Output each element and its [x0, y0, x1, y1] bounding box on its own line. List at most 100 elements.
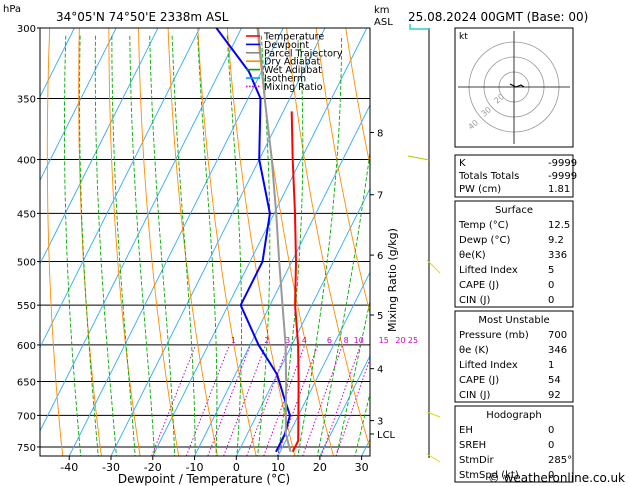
temperature-tick-label: -30 — [102, 461, 120, 474]
wind-barb-column — [407, 24, 441, 463]
mixing-ratio-label: 8 — [344, 336, 349, 345]
stats-section-title: Most Unstable — [478, 315, 549, 326]
wet-adiabat-line — [257, 35, 271, 456]
stat-value: 0 — [548, 280, 554, 291]
stat-value: 0 — [548, 440, 554, 451]
wet-adiabat-line — [226, 35, 242, 456]
stats-table: K -9999 Totals Totals -9999 PW (cm) 1.81 Surfa… — [454, 154, 577, 483]
pressure-unit-label: hPa — [3, 4, 21, 15]
dry-adiabat-line — [226, 28, 296, 456]
wet-adiabat-line — [316, 149, 370, 456]
stats-section-box — [454, 200, 574, 308]
height-unit-label: km — [374, 5, 390, 16]
mixing-ratio-labels: 1 2 3 4 6 8 10 15 20 25 — [231, 336, 418, 345]
mixing-ratio-label: 3 — [285, 336, 290, 345]
temperature-axis: -40 -30 -20 -10 0 10 20 30 — [60, 456, 369, 474]
pressure-tick-label: 400 — [17, 156, 36, 167]
isotherm-line — [40, 28, 117, 182]
mixing-ratio-label: 15 — [379, 336, 389, 345]
pressure-tick-label: 550 — [17, 301, 36, 312]
height-tick-label: 5 — [377, 311, 383, 322]
temperature-tick-label: 10 — [271, 461, 285, 474]
isotherm-line — [194, 104, 370, 456]
stat-value: 346 — [548, 345, 567, 356]
pressure-tick-label: 450 — [17, 209, 36, 220]
copyright-text: © weatheronline.co.uk — [488, 471, 625, 485]
stat-value: 0 — [548, 295, 554, 306]
legend-entry: Temperature — [263, 32, 324, 43]
stat-value: 92 — [548, 390, 561, 401]
mixing-ratio-label: 25 — [408, 336, 418, 345]
dry-adiabat-line — [583, 28, 629, 456]
mixing-ratio-label: 1 — [231, 336, 236, 345]
wet-adiabat-line — [111, 35, 136, 456]
stat-label: EH — [459, 425, 473, 436]
temperature-tick-label: 0 — [233, 461, 240, 474]
stat-value: 285° — [548, 455, 572, 466]
isotherm-line — [40, 28, 159, 265]
dry-adiabat-line — [108, 28, 141, 456]
stat-value: 12.5 — [548, 220, 570, 231]
dry-adiabat-line — [345, 28, 370, 168]
stat-label: PW (cm) — [459, 184, 501, 195]
pressure-tick-label: 650 — [17, 378, 36, 389]
pressure-tick-label: 750 — [17, 443, 36, 454]
dry-adiabat-line — [167, 28, 218, 456]
stat-value: 1.81 — [548, 184, 570, 195]
stat-label: Lifted Index — [459, 360, 518, 371]
dry-adiabat-line — [315, 28, 370, 315]
pressure-tick-label: 300 — [17, 24, 36, 35]
isotherm-line — [40, 28, 201, 349]
wet-adiabat-line — [354, 391, 370, 456]
isotherm-line — [152, 28, 368, 456]
wet-adiabat-line — [277, 35, 304, 456]
stat-label: CIN (J) — [459, 295, 490, 306]
stat-value: 1 — [548, 360, 554, 371]
mixing-ratio-line — [302, 344, 343, 456]
pressure-axis: 300 350 400 450 500 550 600 650 700 750 — [17, 24, 40, 454]
series-parcel-trajectory-line — [257, 28, 292, 453]
height-axis: 8 7 6 5 4 3 LCL — [370, 128, 396, 441]
stats-section-box — [454, 310, 574, 403]
wet-adiabat-line — [297, 35, 343, 456]
height-tick-label: LCL — [377, 430, 396, 441]
mixing-ratio-line — [151, 344, 197, 456]
dry-adiabat-line — [138, 28, 180, 456]
wet-adiabat-line — [129, 35, 156, 456]
mixing-ratio-line — [320, 344, 362, 456]
isotherm-line — [68, 28, 284, 456]
isotherm-line — [319, 354, 370, 456]
dry-adiabat-line — [78, 28, 102, 456]
pressure-tick-label: 350 — [17, 94, 36, 105]
plot-frame — [39, 27, 371, 457]
stats-section-box — [454, 405, 574, 483]
valid-time: 25.08.2024 00GMT (Base: 00) — [408, 10, 588, 24]
pressure-tick-label: 700 — [17, 411, 36, 422]
height-tick-label: 8 — [377, 128, 383, 139]
stat-label: θe (K) — [459, 345, 489, 356]
stat-value: 336 — [548, 250, 567, 261]
stat-label: K — [459, 158, 466, 169]
mixing-ratio-label: 20 — [395, 336, 405, 345]
temperature-tick-label: 20 — [313, 461, 327, 474]
stat-label: Lifted Index — [459, 265, 518, 276]
stat-label: StmSpd (kt) — [459, 470, 519, 481]
temperature-tick-label: -40 — [60, 461, 78, 474]
wet-adiabat-line — [149, 35, 176, 456]
hodograph: kt 20 30 40 — [454, 27, 574, 148]
dry-adiabat-line — [286, 28, 370, 450]
pressure-tick-label: 600 — [17, 341, 36, 352]
legend-entry: Dry Adiabat — [264, 57, 321, 68]
stat-label: StmDir — [459, 455, 494, 466]
temperature-tick-label: -10 — [186, 461, 204, 474]
legend-entry: Wet Adiabat — [264, 65, 322, 76]
stats-section-title: Surface — [495, 205, 533, 216]
mixing-ratio-label: 2 — [264, 336, 269, 345]
mixing-ratio-label: 10 — [354, 336, 364, 345]
wet-adiabat-line — [197, 35, 218, 456]
stat-value: 5 — [548, 265, 554, 276]
height-tick-label: 4 — [377, 365, 383, 376]
indices-box — [454, 154, 574, 198]
mixing-ratio-line — [207, 344, 251, 456]
